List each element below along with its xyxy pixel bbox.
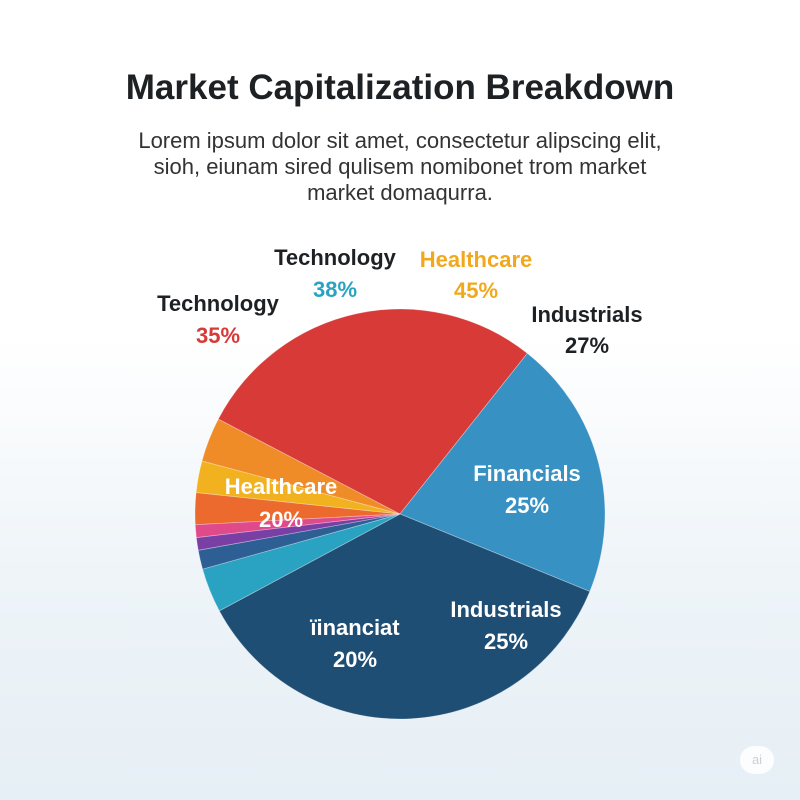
slice-value-label: 25% [484,629,528,654]
slice-label: Industrials [450,597,561,622]
pie-slice [195,513,401,551]
slice-label: Technology [157,291,280,316]
slice-label: Technology [274,245,397,270]
subtitle-line: Lorem ipsum dolor sit amet, consectetur … [138,128,662,153]
pie-slice [218,513,591,720]
slice-label: Industrials [531,302,642,327]
slice-value-label: 35% [196,323,240,348]
pie-slice [399,352,606,592]
pie-slice [195,460,401,515]
slice-value-label: 20% [333,647,377,672]
pie-slice [197,513,401,570]
slice-value-label: 25% [505,493,549,518]
pie-slice [194,513,401,539]
pie-slice [201,418,401,515]
pie-slice [202,513,401,612]
pie-slice [194,492,401,526]
slice-label: Financials [473,461,581,486]
pie-slice [217,308,528,515]
slice-label: ïinanciat [309,615,400,640]
slice-value-label: 38% [313,277,357,302]
chart-title: Market Capitalization Breakdown [125,68,675,107]
slice-value-label: 45% [454,278,498,303]
slice-value-label: 27% [565,333,609,358]
slice-value-label: 20% [259,507,303,532]
subtitle-line: sioh, eiunam sired qulisem nomibonet tro… [153,154,647,179]
watermark-badge: ai [740,746,774,774]
slice-label: Healthcare [420,247,533,272]
subtitle-line: market domaqurra. [307,180,493,205]
slice-label: Healthcare [225,474,338,499]
chart-subtitle: Lorem ipsum dolor sit amet, consectetur … [100,128,700,206]
